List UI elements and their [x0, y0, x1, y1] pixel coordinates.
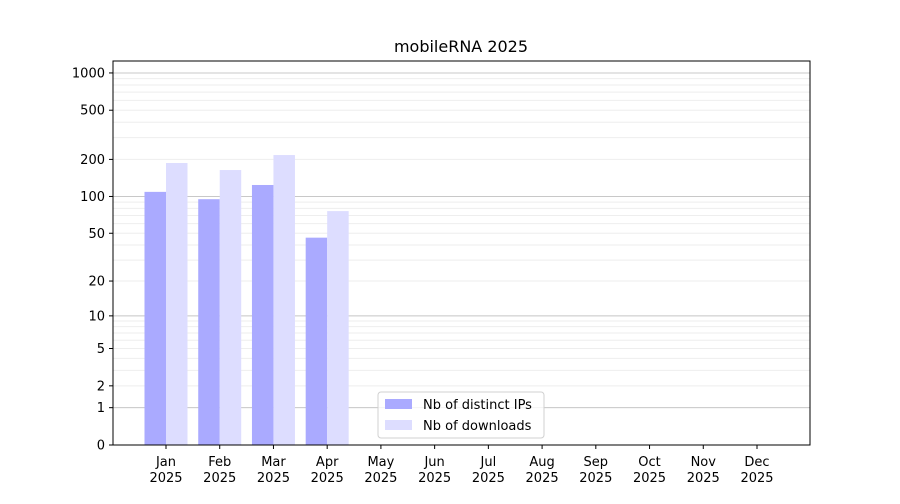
x-tick-label: Sep 2025 [579, 455, 612, 486]
bar-downloads [273, 155, 295, 446]
x-tick-label: Nov 2025 [687, 455, 720, 486]
x-tick-label: Aug 2025 [526, 455, 559, 486]
y-tick-label: 500 [80, 104, 105, 119]
x-tick-label: Dec 2025 [740, 455, 773, 486]
legend: Nb of distinct IPs Nb of downloads [377, 391, 545, 439]
x-tick-label: Mar 2025 [257, 455, 290, 486]
y-tick-label: 10 [88, 309, 105, 324]
legend-label: Nb of downloads [423, 419, 532, 434]
y-tick-label: 20 [88, 275, 105, 290]
bar-distinct-ips [198, 199, 220, 445]
chart-title: mobileRNA 2025 [394, 37, 528, 56]
bar-downloads [166, 163, 188, 445]
y-tick-label: 1000 [72, 66, 105, 81]
x-tick-label: Jul 2025 [472, 455, 505, 486]
legend-swatch [385, 420, 412, 430]
legend-box [377, 391, 545, 439]
x-tick-label: Feb 2025 [203, 455, 236, 486]
bar-downloads [327, 211, 349, 445]
bar-distinct-ips [144, 191, 166, 445]
x-tick-label: Apr 2025 [311, 455, 344, 486]
y-tick-label: 200 [80, 153, 105, 168]
x-tick-label: Jan 2025 [149, 455, 182, 486]
x-tick-label: May 2025 [364, 455, 397, 486]
x-tick-label: Oct 2025 [633, 455, 666, 486]
x-tick-label: Jun 2025 [418, 455, 451, 486]
y-tick-label: 5 [97, 342, 105, 357]
legend-label: Nb of distinct IPs [423, 398, 532, 413]
bar-distinct-ips [251, 184, 274, 445]
y-tick-label: 1 [97, 401, 105, 416]
bar-downloads [219, 170, 242, 446]
legend-swatch [385, 399, 412, 409]
plot-frame [112, 60, 811, 446]
y-tick-label: 0 [97, 439, 105, 454]
y-tick-label: 100 [80, 190, 105, 205]
bar-distinct-ips [305, 237, 328, 445]
y-tick-label: 2 [97, 379, 105, 394]
y-tick-label: 50 [88, 227, 105, 242]
